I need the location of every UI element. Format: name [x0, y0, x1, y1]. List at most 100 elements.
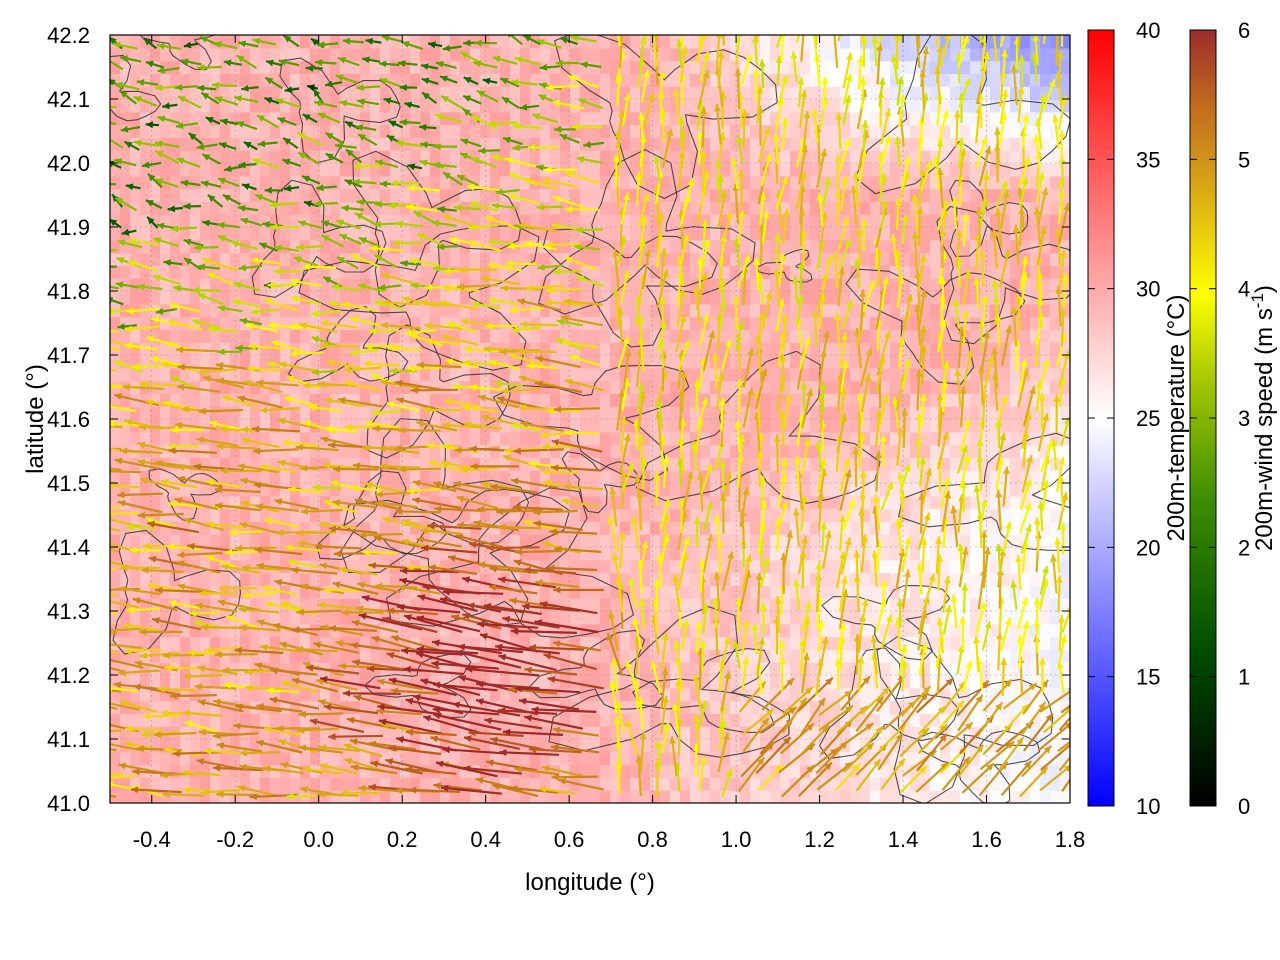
temperature-cell — [560, 124, 571, 138]
temperature-cell — [290, 444, 301, 458]
temperature-cell — [450, 47, 461, 62]
temperature-cell — [350, 60, 361, 74]
temperature-cell — [730, 470, 741, 484]
temperature-cell — [880, 623, 891, 638]
temperature-cell — [550, 726, 561, 740]
temperature-cell — [860, 419, 871, 433]
temperature-cell — [780, 303, 791, 318]
temperature-cell — [880, 137, 891, 151]
temperature-cell — [410, 508, 421, 522]
temperature-cell — [360, 521, 371, 535]
temperature-cell — [220, 175, 231, 190]
temperature-cell — [560, 713, 571, 727]
temperature-cell — [540, 508, 551, 522]
temperature-cell — [220, 547, 231, 561]
temperature-cell — [780, 790, 791, 803]
temperature-cell — [380, 329, 391, 343]
temperature-cell — [540, 367, 551, 382]
temperature-cell — [300, 649, 311, 663]
temperature-cell — [780, 700, 791, 714]
temperature-cell — [310, 393, 321, 407]
temperature-cell — [590, 547, 601, 561]
temperature-cell — [730, 534, 741, 548]
temperature-cell — [670, 547, 681, 561]
temperature-cell — [350, 457, 361, 471]
temperature-cell — [750, 572, 761, 586]
temperature-cell — [330, 201, 341, 215]
temperature-cell — [350, 559, 361, 574]
temperature-cell — [360, 739, 371, 753]
temperature-cell — [580, 444, 591, 458]
temperature-cell — [610, 623, 621, 638]
temperature-cell — [790, 444, 801, 458]
temperature-cell — [130, 163, 141, 177]
temperature-cell — [300, 86, 311, 100]
temperature-cell — [740, 431, 751, 446]
temperature-cell — [380, 188, 391, 202]
temperature-cell — [560, 355, 571, 369]
temperature-cell — [350, 585, 361, 599]
temperature-cell — [610, 265, 621, 279]
temperature-cell — [660, 111, 671, 126]
temperature-cell — [360, 649, 371, 663]
temperature-cell — [760, 137, 771, 151]
temperature-cell — [630, 687, 641, 702]
temperature-cell — [540, 623, 551, 638]
temperature-cell — [640, 124, 651, 138]
temperature-cell — [730, 367, 741, 382]
temperature-cell — [790, 739, 801, 753]
temperature-cell — [110, 291, 121, 305]
temperature-cell — [430, 355, 441, 369]
temperature-cell — [540, 495, 551, 510]
temperature-cell — [360, 764, 371, 778]
temperature-cell — [400, 188, 411, 202]
temperature-cell — [410, 35, 421, 49]
temperature-cell — [120, 99, 131, 113]
temperature-cell — [600, 419, 611, 433]
temperature-cell — [890, 662, 901, 676]
temperature-cell — [720, 150, 731, 164]
temperature-cell — [770, 636, 781, 650]
temperature-cell — [890, 47, 901, 62]
temperature-cell — [690, 764, 701, 778]
temperature-cell — [560, 99, 571, 113]
temperature-cell — [540, 124, 551, 138]
temperature-cell — [880, 124, 891, 138]
temperature-cell — [260, 214, 271, 228]
temperature-cell — [930, 265, 941, 279]
temperature-cell — [920, 291, 931, 305]
temperature-cell — [650, 419, 661, 433]
temperature-cell — [490, 534, 501, 548]
temperature-cell — [230, 227, 241, 241]
temperature-cell — [350, 124, 361, 138]
temperature-cell — [930, 611, 941, 625]
temperature-cell — [900, 201, 911, 215]
temperature-cell — [770, 252, 781, 266]
temperature-cell — [520, 367, 531, 382]
temperature-cell — [650, 393, 661, 407]
temperature-cell — [750, 60, 761, 74]
temperature-cell — [510, 751, 521, 766]
temperature-cell — [830, 316, 841, 330]
temperature-cell — [110, 585, 121, 599]
temperature-cell — [880, 700, 891, 714]
temperature-cell — [820, 406, 831, 420]
temperature-cell — [840, 470, 851, 484]
temperature-cell — [770, 99, 781, 113]
temperature-cell — [690, 252, 701, 266]
temperature-cell — [520, 175, 531, 190]
temperature-cell — [870, 175, 881, 190]
temperature-cell — [420, 367, 431, 382]
temperature-cell — [800, 367, 811, 382]
temperature-cell — [580, 431, 591, 446]
temperature-cell — [360, 470, 371, 484]
temperature-cell — [610, 380, 621, 394]
temperature-cell — [800, 355, 811, 369]
temperature-cell — [560, 649, 571, 663]
temperature-cell — [790, 534, 801, 548]
temperature-cell — [120, 508, 131, 522]
temperature-cell — [250, 355, 261, 369]
temperature-cell — [430, 227, 441, 241]
temperature-cell — [550, 444, 561, 458]
temperature-cell — [560, 726, 571, 740]
